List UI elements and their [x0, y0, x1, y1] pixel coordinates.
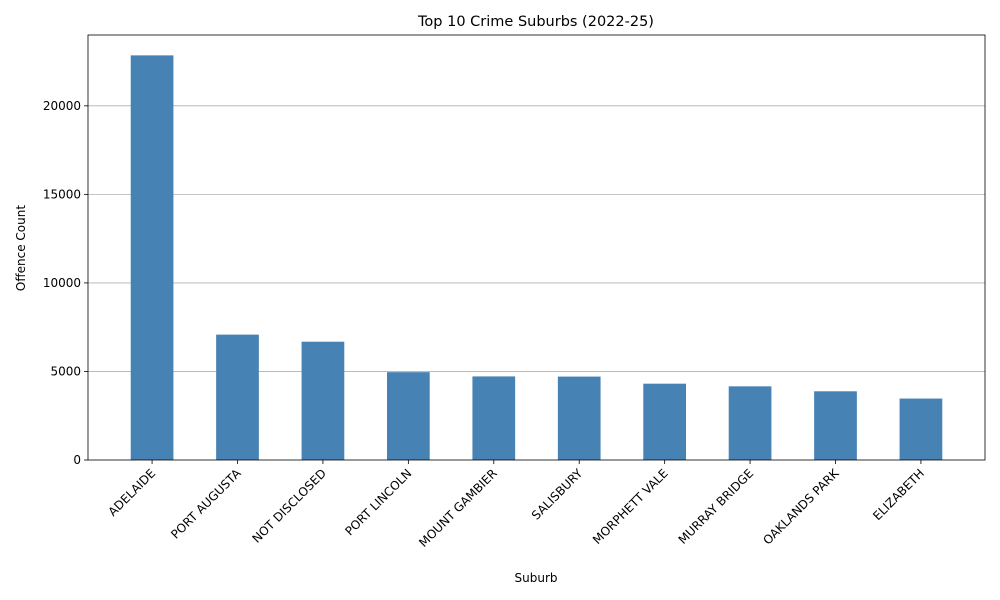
y-axis-ticks: 0 5000 10000 15000 20000 [43, 99, 88, 467]
x-tick-label: PORT LINCOLN [342, 466, 414, 538]
y-tick-label: 10000 [43, 276, 81, 290]
x-tick-label: SALISBURY [529, 466, 586, 523]
bar-salisbury [557, 376, 601, 460]
x-tick-label: OAKLANDS PARK [760, 465, 842, 547]
chart-title: Top 10 Crime Suburbs (2022-25) [417, 14, 654, 30]
x-axis-ticks: ADELAIDE PORT AUGUSTA NOT DISCLOSED PORT LI… [105, 460, 927, 550]
bar-oaklands-park [814, 391, 857, 460]
bars [130, 55, 943, 460]
x-tick-label: ADELAIDE [105, 466, 158, 519]
y-tick-label: 5000 [50, 364, 81, 378]
x-tick-label: PORT AUGUSTA [168, 466, 244, 542]
x-tick-label: MURRAY BRIDGE [676, 466, 757, 547]
bar-murray-bridge [728, 386, 772, 460]
bar-mount-gambier [472, 376, 516, 460]
x-tick-label: NOT DISCLOSED [250, 466, 330, 546]
x-tick-label: MORPHETT VALE [590, 466, 671, 547]
x-axis-label: Suburb [515, 571, 558, 585]
bar-port-lincoln [387, 372, 430, 460]
y-gridlines [88, 105, 985, 372]
bar-elizabeth [899, 398, 943, 460]
y-tick-label: 15000 [43, 187, 81, 201]
y-tick-label: 20000 [43, 99, 81, 113]
x-tick-label: MOUNT GAMBIER [416, 466, 500, 550]
bar-morphett-vale [643, 383, 686, 460]
y-axis-label: Offence Count [14, 205, 28, 291]
plot-frame [87, 34, 986, 461]
bar-adelaide [130, 55, 174, 460]
x-tick-label: ELIZABETH [870, 466, 927, 523]
bar-not-disclosed [301, 341, 345, 460]
bar-port-augusta [216, 334, 259, 460]
y-tick-label: 0 [73, 453, 81, 467]
